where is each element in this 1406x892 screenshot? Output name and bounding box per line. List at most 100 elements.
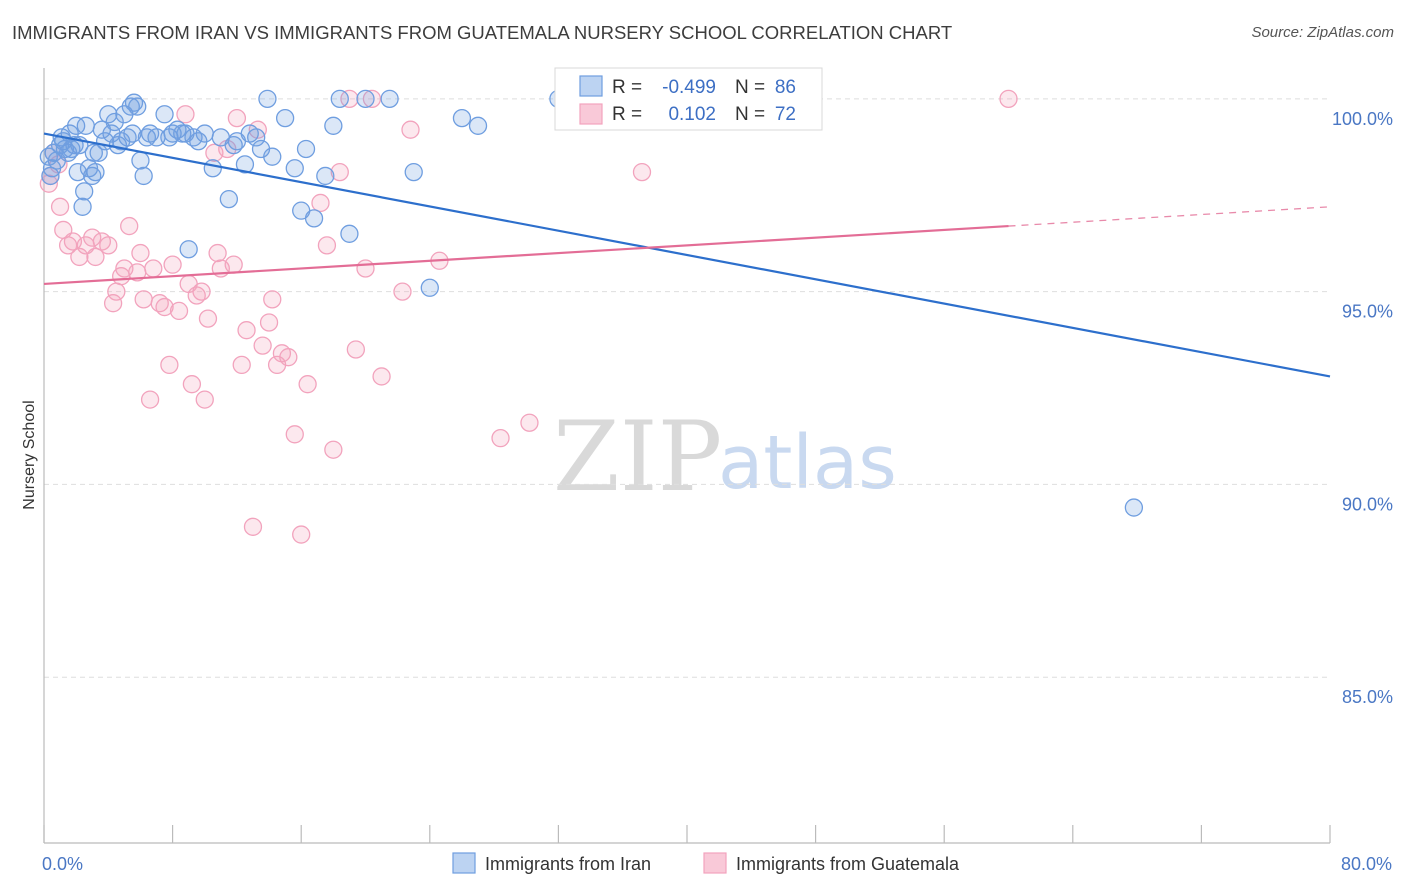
x-tick-label: 0.0%	[42, 854, 83, 874]
iran-point	[73, 197, 92, 216]
guatemala-point	[632, 162, 652, 182]
guatemala-point	[182, 375, 202, 394]
guatemala-point	[232, 355, 251, 375]
iran-point	[134, 166, 153, 186]
iran-point	[195, 124, 214, 143]
iran-point	[68, 162, 87, 182]
guatemala-point	[134, 290, 153, 309]
y-tick-label: 95.0%	[1342, 302, 1393, 322]
guatemala-point	[169, 301, 189, 321]
guatemala-point	[356, 259, 375, 278]
guatemala-point	[311, 193, 330, 213]
guatemala-point	[86, 247, 105, 267]
guatemala-point	[192, 282, 211, 301]
legend-label-iran: Immigrants from Iran	[485, 854, 651, 874]
trend-line-iran	[43, 132, 1331, 378]
guatemala-point	[263, 290, 282, 309]
iran-point	[258, 89, 277, 108]
y-tick-labels: 100.0% 95.0% 90.0% 85.0%	[1332, 109, 1393, 707]
iran-point	[128, 97, 147, 116]
chart-title: IMMIGRANTS FROM IRAN VS IMMIGRANTS FROM …	[12, 22, 953, 43]
trend-line-guatemala-extension	[1008, 206, 1331, 227]
stats-legend-box: R = -0.499 N = 86 R = 0.102 N = 72	[554, 67, 823, 131]
bottom-legend: Immigrants from Iran Immigrants from Gua…	[452, 852, 960, 874]
iran-point	[356, 89, 375, 108]
iran-point	[285, 159, 304, 178]
guatemala-point	[259, 313, 279, 332]
iran-point	[86, 162, 105, 182]
y-tick-label: 90.0%	[1342, 494, 1393, 514]
guatemala-point	[298, 375, 317, 394]
iran-point	[304, 209, 324, 228]
iran-point	[235, 155, 255, 174]
iran-n-value: 86	[775, 77, 796, 98]
guatemala-point	[330, 162, 349, 182]
iran-point	[316, 166, 335, 186]
iran-point	[123, 124, 142, 143]
iran-point	[1124, 498, 1144, 517]
iran-point	[330, 89, 349, 108]
iran-n-label: N =	[735, 77, 765, 98]
guatemala-r-value: 0.102	[668, 104, 716, 125]
guatemala-point	[372, 367, 391, 386]
guatemala-point	[195, 390, 214, 409]
iran-stat-swatch	[579, 75, 603, 97]
guatemala-point	[163, 255, 182, 274]
legend-label-guatemala: Immigrants from Guatemala	[736, 854, 960, 874]
guatemala-point	[140, 390, 160, 409]
guatemala-point	[107, 282, 126, 301]
guatemala-point	[237, 321, 256, 340]
trend-line-guatemala	[43, 224, 1009, 286]
guatemala-point	[999, 89, 1018, 108]
iran-point	[452, 108, 472, 128]
guatemala-point	[285, 425, 304, 444]
guatemala-n-value: 72	[775, 104, 796, 125]
guatemala-point	[401, 120, 420, 139]
iran-point	[468, 116, 488, 135]
guatemala-point	[99, 236, 118, 255]
iran-point	[324, 116, 343, 135]
iran-r-label: R =	[612, 77, 642, 98]
iran-point	[131, 151, 150, 170]
iran-point	[76, 116, 95, 135]
guatemala-point	[253, 336, 272, 355]
guatemala-point	[243, 517, 263, 536]
iran-point	[155, 105, 174, 124]
guatemala-point	[324, 440, 343, 459]
legend-swatch-guatemala	[703, 852, 727, 874]
iran-point	[203, 159, 222, 178]
y-tick-label: 85.0%	[1342, 687, 1393, 707]
guatemala-point	[120, 216, 139, 236]
guatemala-point	[208, 243, 227, 263]
trend-lines	[43, 132, 1331, 378]
x-tick-label: 80.0%	[1341, 854, 1392, 874]
watermark-atlas: atlas	[718, 420, 897, 506]
iran-point	[75, 182, 94, 201]
iran-point	[404, 162, 423, 182]
iran-point	[105, 112, 124, 132]
iran-point	[219, 189, 239, 209]
guatemala-point	[224, 255, 243, 274]
guatemala-point	[103, 294, 123, 313]
watermark-zip: ZIP	[553, 401, 722, 513]
guatemala-point	[50, 197, 70, 216]
guatemala-point	[362, 89, 382, 108]
iran-point	[275, 108, 295, 128]
guatemala-point	[160, 355, 179, 375]
guatemala-point	[279, 348, 298, 367]
x-tick-labels: 0.0% 80.0%	[42, 854, 1392, 874]
gridlines	[44, 98, 1330, 678]
iran-point	[179, 240, 198, 259]
iran-point	[84, 143, 103, 162]
guatemala-point	[317, 236, 337, 255]
guatemala-r-label: R =	[612, 104, 642, 125]
guatemala-point	[198, 309, 218, 328]
iran-point	[247, 128, 266, 147]
source-credit: Source: ZipAtlas.com	[1251, 24, 1394, 41]
iran-point	[340, 224, 359, 243]
legend-swatch-iran	[452, 852, 476, 874]
guatemala-point	[70, 247, 89, 267]
guatemala-point	[144, 259, 163, 278]
guatemala-points	[39, 89, 1018, 544]
